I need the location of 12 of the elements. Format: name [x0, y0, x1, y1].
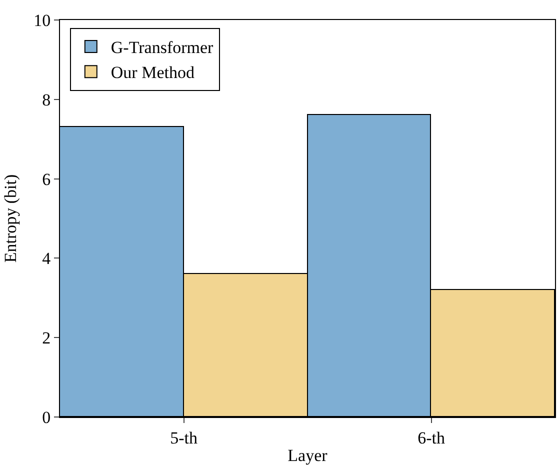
y-tick-label: 8	[42, 90, 51, 110]
y-tick-label: 0	[42, 408, 51, 427]
x-tick-label: 6-th	[418, 428, 446, 448]
y-tick-label: 4	[42, 249, 52, 268]
y-tick-label: 10	[34, 10, 51, 30]
y-tick-label: 6	[42, 170, 51, 189]
legend-label: G-Transformer	[110, 38, 214, 58]
y-axis-title: Entropy (bit)	[1, 174, 20, 263]
y-tick-label: 2	[42, 328, 51, 348]
legend-label: Our Method	[110, 63, 195, 82]
x-tick-label: 5-th	[170, 428, 198, 448]
x-axis-title: Layer	[288, 446, 328, 465]
